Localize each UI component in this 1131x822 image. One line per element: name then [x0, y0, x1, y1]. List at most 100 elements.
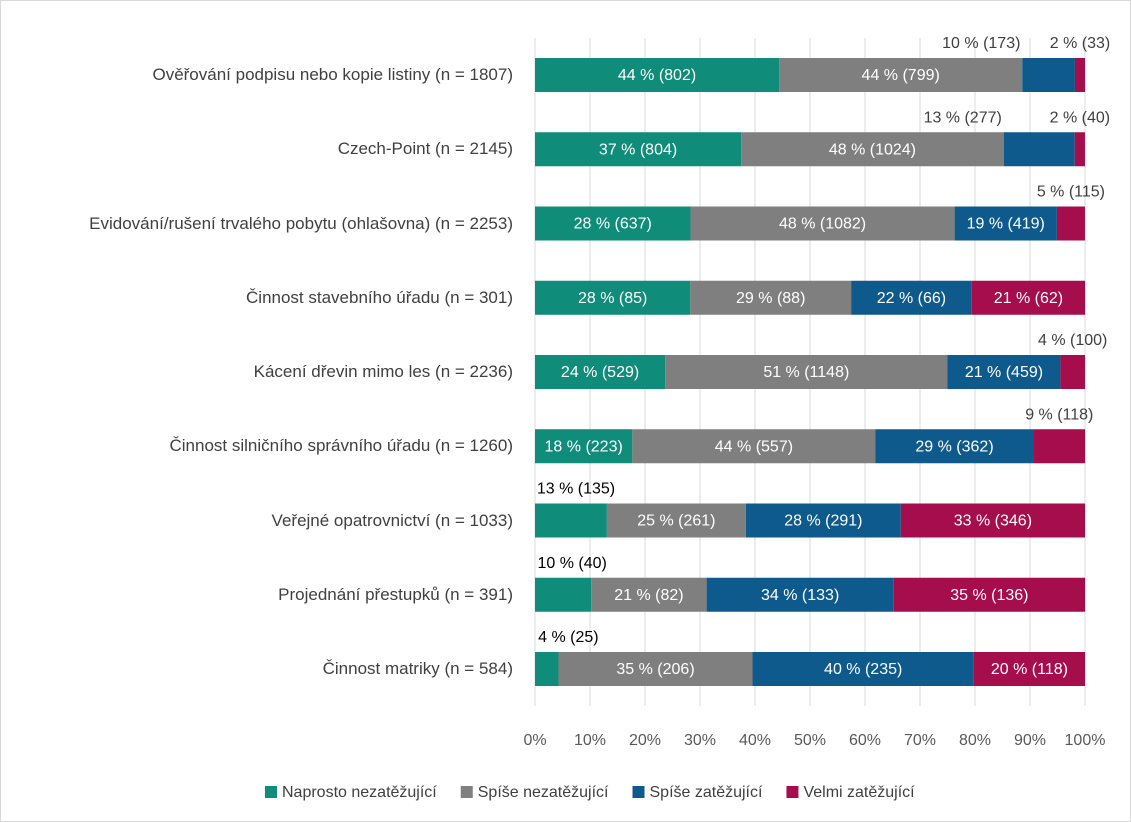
data-label: 13 % (277)	[924, 109, 1002, 126]
x-tick-label: 10%	[574, 732, 606, 749]
bar-segment	[745, 503, 901, 538]
data-label: 13 % (135)	[537, 481, 615, 498]
bar-segment	[1060, 355, 1085, 389]
data-label: 34 % (133)	[761, 587, 839, 604]
category-label: Veřejné opatrovnictví (n = 1033)	[271, 510, 513, 530]
data-label: 10 % (40)	[538, 555, 607, 572]
bar-segment	[1074, 58, 1085, 92]
x-tick-label: 30%	[684, 732, 716, 749]
data-label: 9 % (118)	[1025, 406, 1093, 423]
data-label: 21 % (82)	[614, 587, 683, 604]
data-label: 19 % (419)	[967, 216, 1045, 233]
x-tick-label: 80%	[959, 732, 991, 749]
bar-segment	[690, 206, 955, 241]
data-label: 44 % (799)	[862, 67, 940, 84]
bar-segment	[558, 652, 753, 686]
category-label: Činnost stavebního úřadu (n = 301)	[246, 287, 513, 307]
bar-segment	[535, 206, 691, 241]
bar-segment	[875, 429, 1034, 464]
bar-segment	[954, 206, 1057, 241]
data-label: 40 % (235)	[824, 661, 902, 678]
data-label: 35 % (136)	[950, 587, 1028, 604]
data-label: 48 % (1024)	[829, 141, 916, 158]
data-label: 33 % (346)	[954, 513, 1032, 530]
bar-segment	[741, 132, 1004, 167]
data-label: 2 % (33)	[1050, 35, 1110, 52]
bar-segment	[851, 280, 972, 315]
category-label: Evidování/rušení trvalého pobytu (ohlašo…	[89, 213, 513, 233]
bar-segment	[591, 577, 707, 612]
category-label: Czech-Point (n = 2145)	[337, 139, 513, 159]
bar-segment	[690, 280, 852, 315]
bar-segment	[535, 429, 633, 464]
bar-segment	[535, 503, 607, 538]
x-tick-label: 0%	[523, 732, 546, 749]
category-label: Činnost matriky (n = 584)	[322, 659, 513, 678]
data-label: 2 % (40)	[1050, 109, 1110, 126]
x-tick-label: 20%	[629, 732, 661, 749]
bar-segment	[1056, 206, 1085, 241]
x-tick-label: 70%	[904, 732, 936, 749]
bar-segment	[973, 652, 1085, 686]
bar-segment	[893, 577, 1085, 612]
data-label: 10 % (173)	[942, 35, 1020, 52]
data-label: 18 % (223)	[545, 438, 623, 455]
bar-segment	[535, 280, 691, 315]
legend-label: Naprosto nezatěžující	[282, 784, 437, 801]
bar-segment	[665, 355, 948, 389]
x-tick-label: 40%	[739, 732, 771, 749]
category-label: Kácení dřevin mimo les (n = 2236)	[253, 362, 513, 381]
data-label: 24 % (529)	[561, 364, 639, 381]
data-label: 20 % (118)	[991, 661, 1068, 678]
bar-segment	[535, 132, 742, 167]
legend-label: Spíše zatěžující	[650, 784, 764, 801]
x-tick-label: 60%	[849, 732, 881, 749]
data-label: 4 % (100)	[1038, 332, 1107, 349]
data-label: 28 % (637)	[574, 216, 652, 233]
data-label: 4 % (25)	[538, 629, 598, 646]
bar-segment	[1022, 58, 1075, 92]
legend-swatch	[786, 786, 799, 798]
data-label: 22 % (66)	[877, 290, 946, 307]
x-tick-label: 90%	[1014, 732, 1046, 749]
legend-swatch	[632, 786, 645, 798]
bar-segment	[1003, 132, 1075, 167]
legend-swatch	[460, 786, 473, 798]
category-label: Činnost silničního správního úřadu (n = …	[169, 436, 513, 456]
data-label: 29 % (362)	[915, 438, 993, 455]
data-label: 21 % (459)	[965, 364, 1043, 381]
data-label: 29 % (88)	[736, 290, 805, 307]
data-label: 35 % (206)	[616, 661, 694, 678]
bar-segment	[779, 58, 1023, 92]
bar-segment	[535, 58, 780, 92]
data-label: 44 % (802)	[618, 67, 696, 84]
x-tick-label: 100%	[1065, 732, 1106, 749]
bar-segment	[606, 503, 746, 538]
bar-segment	[900, 503, 1085, 538]
bar-segment	[535, 652, 559, 686]
data-label: 28 % (291)	[784, 513, 862, 530]
data-label: 51 % (1148)	[763, 364, 849, 381]
category-label: Projednání přestupků (n = 391)	[278, 584, 513, 604]
bar-segment	[1074, 132, 1085, 167]
legend-label: Spíše nezatěžující	[478, 784, 609, 801]
category-label: Ověřování podpisu nebo kopie listiny (n …	[152, 65, 513, 84]
bar-segment	[947, 355, 1061, 389]
data-label: 21 % (62)	[994, 290, 1063, 307]
bar-segment	[535, 577, 592, 612]
legend-swatch	[265, 786, 277, 798]
bar-segment	[632, 429, 876, 464]
x-tick-label: 50%	[794, 732, 826, 749]
data-label: 5 % (115)	[1037, 184, 1105, 201]
data-label: 44 % (557)	[715, 438, 793, 455]
legend-label: Velmi zatěžující	[803, 784, 915, 801]
data-label: 37 % (804)	[599, 141, 677, 158]
data-label: 48 % (1082)	[779, 216, 866, 233]
data-label: 25 % (261)	[637, 513, 715, 530]
bar-segment	[971, 280, 1086, 315]
bar-segment	[752, 652, 974, 686]
data-label: 28 % (85)	[578, 290, 647, 307]
bar-segment	[1033, 429, 1086, 464]
